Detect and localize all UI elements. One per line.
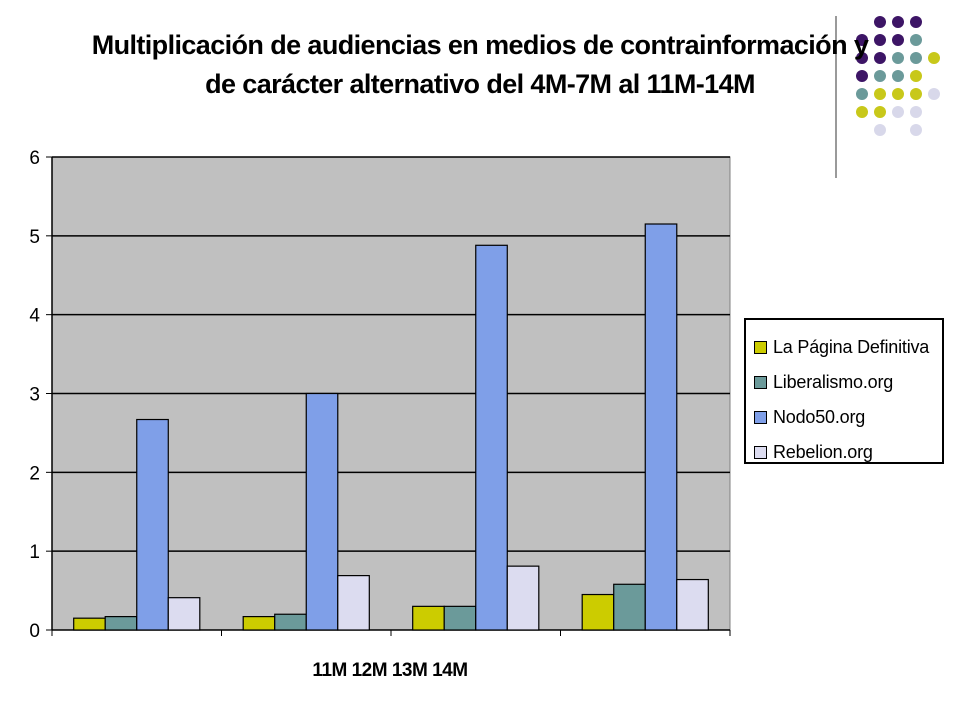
chart-legend: La Página Definitiva Liberalismo.org Nodo5… [744, 318, 944, 464]
bar-la-p-gina-definitiva-11m [73, 617, 106, 631]
decorative-dot [874, 16, 886, 28]
decorative-dot [856, 70, 868, 82]
legend-swatch [754, 376, 767, 389]
bar-nodo50-org-14m [644, 223, 678, 631]
legend-swatch [754, 446, 767, 459]
bar-la-p-gina-definitiva-14m [581, 593, 615, 631]
decorative-dot [892, 34, 904, 46]
decorative-divider-line [835, 16, 837, 178]
chart-title-line-1: Multiplicación de audiencias en medios d… [91, 30, 869, 60]
legend-item: Rebelion.org [746, 435, 942, 470]
bar-liberalismo-org-11m [104, 615, 138, 631]
decorative-dot [892, 88, 904, 100]
y-tick-label: 0 [29, 621, 40, 642]
decorative-dot [856, 106, 868, 118]
bar-nodo50-org-12m [305, 392, 339, 631]
decorative-dot [928, 88, 940, 100]
decorative-dot [856, 88, 868, 100]
decorative-dot [910, 52, 922, 64]
decorative-dot [874, 124, 886, 136]
bar-nodo50-org-13m [475, 244, 508, 631]
decorative-dot [928, 52, 940, 64]
decorative-dot [874, 88, 886, 100]
decorative-dot [874, 52, 886, 64]
legend-item: La Página Definitiva [746, 330, 942, 365]
decorative-dot [910, 106, 922, 118]
bar-liberalismo-org-14m [613, 583, 646, 631]
legend-swatch [754, 341, 767, 354]
legend-label: Liberalismo.org [773, 372, 894, 392]
x-axis-label: 11M 12M 13M 14M [312, 660, 468, 681]
bar-rebelion-org-13m [506, 565, 540, 631]
bar-liberalismo-org-12m [274, 613, 307, 631]
decorative-dot [910, 16, 922, 28]
decorative-dot [892, 106, 904, 118]
decorative-dot [910, 70, 922, 82]
decorative-dot [874, 70, 886, 82]
legend-label: La Página Definitiva [773, 337, 930, 357]
decorative-dot [856, 34, 868, 46]
legend-item: Nodo50.org [746, 400, 942, 435]
decorative-dot [910, 88, 922, 100]
decorative-dot [874, 34, 886, 46]
bar-rebelion-org-12m [337, 575, 370, 631]
y-tick-label: 4 [29, 306, 40, 327]
decorative-dot [892, 70, 904, 82]
chart-title: Multiplicación de audiencias en medios d… [80, 26, 880, 104]
y-tick-label: 3 [29, 385, 40, 406]
y-tick-label: 5 [29, 227, 40, 248]
decorative-dot [856, 52, 868, 64]
bar-la-p-gina-definitiva-12m [242, 615, 276, 631]
y-tick-label: 1 [29, 542, 40, 563]
decorative-dot [892, 52, 904, 64]
bar-rebelion-org-14m [676, 578, 709, 631]
decorative-dot [892, 16, 904, 28]
decorative-dot [910, 124, 922, 136]
legend-item: Liberalismo.org [746, 365, 942, 400]
bar-nodo50-org-11m [136, 418, 169, 631]
decorative-dot-pattern [856, 16, 940, 136]
legend-swatch [754, 411, 767, 424]
decorative-dot [910, 34, 922, 46]
bar-liberalismo-org-13m [443, 605, 477, 631]
legend-label: Nodo50.org [773, 407, 866, 427]
chart-title-line-2: de carácter alternativo del 4M-7M al 11M… [205, 69, 755, 99]
bar-rebelion-org-11m [167, 597, 201, 631]
y-tick-label: 6 [29, 148, 40, 169]
decorative-dot [874, 106, 886, 118]
legend-label: Rebelion.org [773, 442, 873, 462]
bar-la-p-gina-definitiva-13m [412, 605, 445, 631]
y-tick-label: 2 [29, 463, 40, 484]
